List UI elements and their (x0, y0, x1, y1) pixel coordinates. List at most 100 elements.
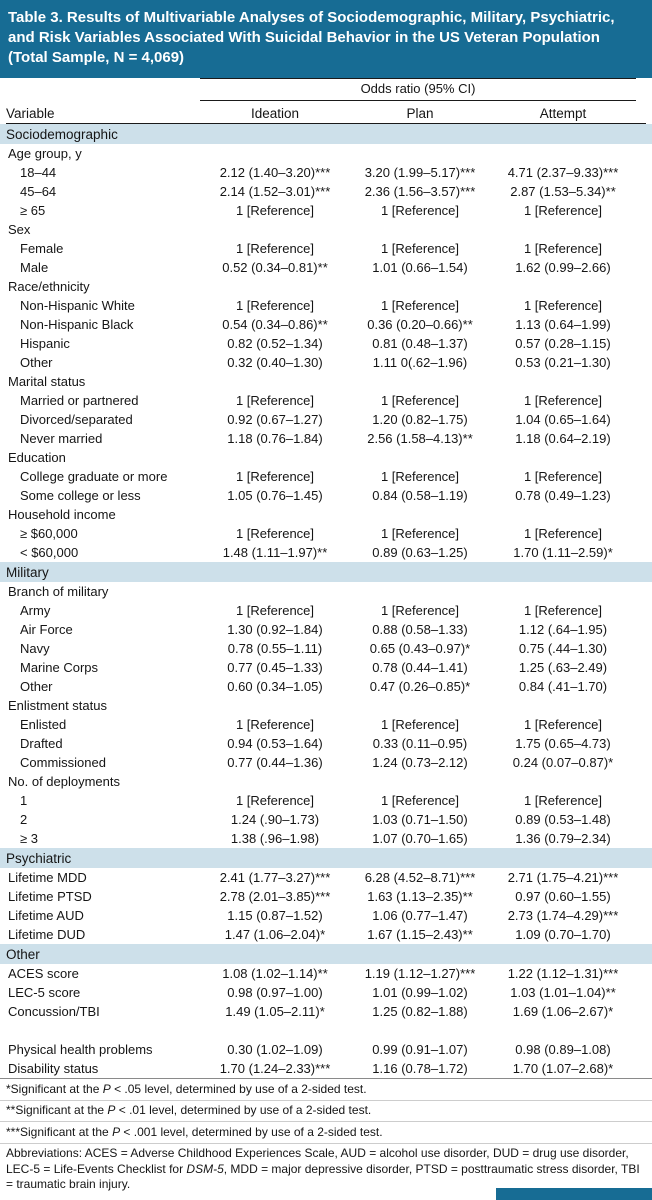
row-label: Never married (20, 431, 103, 446)
attempt-value: 2.71 (1.75–4.21)*** (507, 870, 619, 885)
ideation-value: 1 [Reference] (235, 393, 315, 408)
table-row: Divorced/separated 0.92 (0.67–1.27) 1.20 (… (0, 410, 652, 429)
significance-footnote: **Significant at the P < .01 level, dete… (0, 1101, 652, 1123)
group-header-row: Education (0, 448, 652, 467)
plan-value: 1 [Reference] (380, 603, 460, 618)
attempt-value: 1.70 (1.11–2.59)* (513, 545, 613, 560)
header-rule (6, 123, 646, 124)
column-header-attempt: Attempt (539, 106, 587, 121)
ideation-value: 0.92 (0.67–1.27) (227, 412, 323, 427)
attempt-value: 0.89 (0.53–1.48) (515, 812, 611, 827)
table-row: 45–64 2.14 (1.52–3.01)*** 2.36 (1.56–3.57)… (0, 182, 652, 201)
plan-value: 0.65 (0.43–0.97)* (369, 641, 471, 656)
group-header-row: Household income (0, 505, 652, 524)
ideation-value: 1 [Reference] (235, 241, 315, 256)
group-header-row: Enlistment status (0, 696, 652, 715)
attempt-value: 1 [Reference] (523, 393, 603, 408)
ideation-value: 0.60 (0.34–1.05) (227, 679, 323, 694)
abbreviations-footnote: Abbreviations: ACES = Adverse Childhood … (6, 1146, 640, 1192)
ideation-value: 0.82 (0.52–1.34) (227, 336, 323, 351)
row-label: Army (20, 603, 51, 618)
table-row: Lifetime DUD 1.47 (1.06–2.04)* 1.67 (1.15–… (0, 925, 652, 944)
plan-value: 6.28 (4.52–8.71)*** (364, 870, 476, 885)
attempt-value: 0.97 (0.60–1.55) (515, 889, 611, 904)
row-label: Concussion/TBI (8, 1004, 100, 1019)
row-label: No. of deployments (8, 774, 121, 789)
attempt-value: 1 [Reference] (523, 793, 603, 808)
ideation-value: 1.48 (1.11–1.97)** (222, 545, 328, 560)
row-label: 45–64 (20, 184, 57, 199)
table-row: Air Force 1.30 (0.92–1.84) 0.88 (0.58–1.33… (0, 620, 652, 639)
ideation-value: 1 [Reference] (235, 793, 315, 808)
plan-value: 3.20 (1.99–5.17)*** (364, 165, 476, 180)
table-row: ≥ 3 1.38 (.96–1.98) 1.07 (0.70–1.65) 1.36 (… (0, 829, 652, 848)
attempt-value: 1.12 (.64–1.95) (518, 622, 608, 637)
plan-value: 1.25 (0.82–1.88) (372, 1004, 468, 1019)
plan-value: 1 [Reference] (380, 717, 460, 732)
group-header-row: Branch of military (0, 582, 652, 601)
row-label: Lifetime DUD (8, 927, 86, 942)
table-row: Navy 0.78 (0.55–1.11) 0.65 (0.43–0.97)* 0.7… (0, 639, 652, 658)
plan-value: 1.07 (0.70–1.65) (372, 831, 468, 846)
table-row: 18–44 2.12 (1.40–3.20)*** 3.20 (1.99–5.17)… (0, 163, 652, 182)
attempt-value: 1.36 (0.79–2.34) (515, 831, 611, 846)
row-label: Divorced/separated (20, 412, 133, 427)
row-label: College graduate or more (20, 469, 168, 484)
row-label: Race/ethnicity (8, 279, 90, 294)
plan-value: 1 [Reference] (380, 526, 460, 541)
table-row: ≥ $60,000 1 [Reference] 1 [Reference] 1 [Re… (0, 524, 652, 543)
ideation-value: 1.49 (1.05–2.11)* (225, 1004, 325, 1019)
row-label: Age group, y (8, 146, 82, 161)
plan-value: 0.99 (0.91–1.07) (372, 1042, 468, 1057)
column-header-ideation: Ideation (250, 106, 300, 121)
row-label: Navy (20, 641, 50, 656)
table-row: Other 0.60 (0.34–1.05) 0.47 (0.26–0.85)* 0.… (0, 677, 652, 696)
row-label: Lifetime MDD (8, 870, 87, 885)
plan-value: 1.24 (0.73–2.12) (372, 755, 468, 770)
plan-value: 1 [Reference] (380, 203, 460, 218)
attempt-value: 1 [Reference] (523, 526, 603, 541)
row-label: Drafted (20, 736, 63, 751)
table-row: Lifetime MDD 2.41 (1.77–3.27)*** 6.28 (4.5… (0, 868, 652, 887)
table-row: Concussion/TBI 1.49 (1.05–2.11)* 1.25 (0.8… (0, 1002, 652, 1021)
row-label: 1 (20, 793, 28, 808)
table-row: Physical health problems 0.30 (1.02–1.09)… (0, 1040, 652, 1059)
section-header-row: Psychiatric (0, 848, 652, 868)
attempt-value: 1.04 (0.65–1.64) (515, 412, 611, 427)
plan-value: 1.06 (0.77–1.47) (372, 908, 468, 923)
row-label: Non-Hispanic White (20, 298, 135, 313)
attempt-value: 0.98 (0.89–1.08) (515, 1042, 611, 1057)
group-header-row: No. of deployments (0, 772, 652, 791)
table-row: 2 1.24 (.90–1.73) 1.03 (0.71–1.50) 0.89 (0.… (0, 810, 652, 829)
attempt-value: 0.84 (.41–1.70) (518, 679, 608, 694)
attempt-value: 0.53 (0.21–1.30) (515, 355, 611, 370)
table-title: Table 3. Results of Multivariable Analys… (8, 9, 615, 67)
table-row: ACES score 1.08 (1.02–1.14)** 1.19 (1.12–1… (0, 964, 652, 983)
plan-value: 1.11 0(.62–1.96) (372, 355, 468, 370)
ideation-value: 1 [Reference] (235, 717, 315, 732)
row-label: Education (8, 450, 66, 465)
attempt-value: 1 [Reference] (523, 469, 603, 484)
attempt-value: 0.78 (0.49–1.23) (515, 488, 611, 503)
row-label: Marine Corps (20, 660, 99, 675)
significance-footnote: *Significant at the P < .05 level, deter… (0, 1079, 652, 1101)
section-header-row: Other (0, 944, 652, 964)
table-row: Lifetime PTSD 2.78 (2.01–3.85)*** 1.63 (1.… (0, 887, 652, 906)
row-label: Marital status (8, 374, 86, 389)
ideation-value: 1.38 (.96–1.98) (230, 831, 320, 846)
plan-value: 0.33 (0.11–0.95) (372, 736, 468, 751)
ideation-value: 0.77 (0.45–1.33) (227, 660, 323, 675)
plan-value: 0.78 (0.44–1.41) (372, 660, 468, 675)
table-row: Female 1 [Reference] 1 [Reference] 1 [Refer… (0, 239, 652, 258)
ideation-value: 0.30 (1.02–1.09) (227, 1042, 323, 1057)
odds-ratio-spanner: Odds ratio (95% CI) (200, 78, 636, 102)
row-label: ≥ $60,000 (20, 526, 78, 541)
column-headers: Variable Ideation Plan Attempt (0, 106, 652, 121)
row-label: 18–44 (20, 165, 57, 180)
row-label: LEC-5 score (8, 985, 81, 1000)
section-header-row: Military (0, 562, 652, 582)
attempt-value: 1.62 (0.99–2.66) (515, 260, 611, 275)
ideation-value: 1.15 (0.87–1.52) (227, 908, 323, 923)
row-label: Other (20, 355, 53, 370)
attempt-value: 1 [Reference] (523, 298, 603, 313)
